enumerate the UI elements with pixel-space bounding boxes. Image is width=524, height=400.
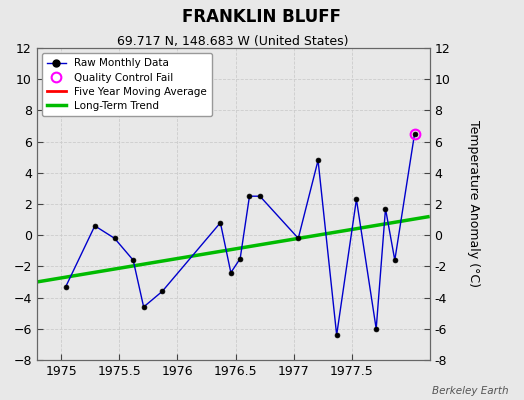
Legend: Raw Monthly Data, Quality Control Fail, Five Year Moving Average, Long-Term Tren: Raw Monthly Data, Quality Control Fail, … (42, 53, 212, 116)
Text: Berkeley Earth: Berkeley Earth (432, 386, 508, 396)
Title: 69.717 N, 148.683 W (United States): 69.717 N, 148.683 W (United States) (117, 35, 349, 48)
Text: FRANKLIN BLUFF: FRANKLIN BLUFF (182, 8, 342, 26)
Y-axis label: Temperature Anomaly (°C): Temperature Anomaly (°C) (467, 120, 480, 288)
